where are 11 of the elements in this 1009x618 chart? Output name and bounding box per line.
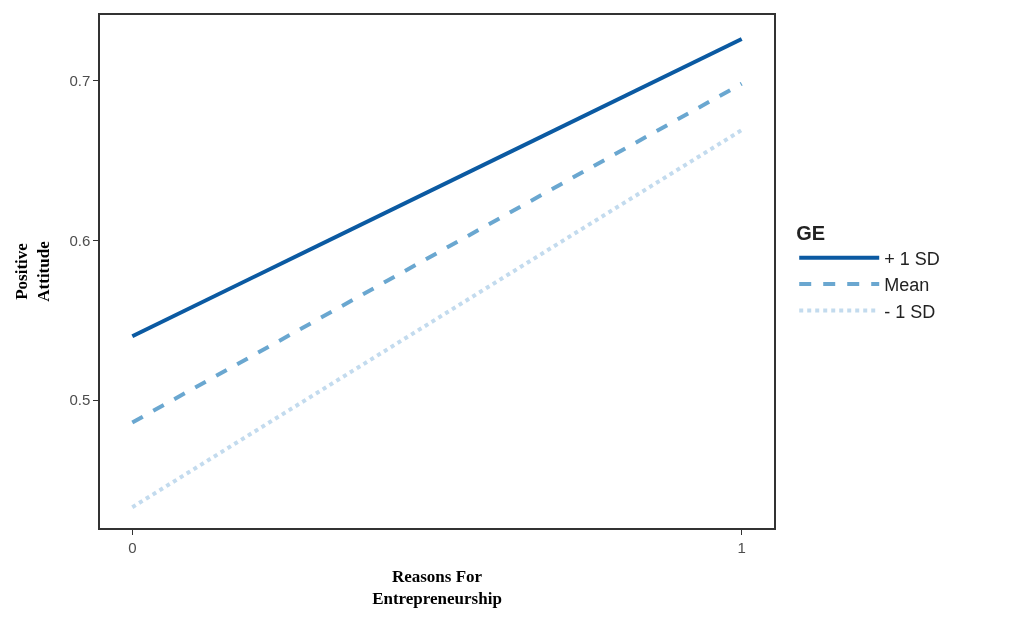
x-tick-label: 0 — [128, 538, 137, 556]
y-axis-title: Positive Attitude — [12, 240, 54, 302]
y-tick-label: 0.7 — [69, 71, 91, 89]
y-tick-label: 0.5 — [69, 391, 91, 409]
legend-title: GE — [796, 221, 826, 244]
legend-label: Mean — [884, 275, 930, 296]
legend-label: - 1 SD — [884, 301, 936, 322]
x-tick-label: 1 — [737, 538, 746, 556]
y-tick-label: 0.6 — [69, 231, 91, 249]
x-axis-title: Reasons For Entrepreneurship — [372, 566, 502, 608]
legend-label: + 1 SD — [884, 248, 940, 269]
